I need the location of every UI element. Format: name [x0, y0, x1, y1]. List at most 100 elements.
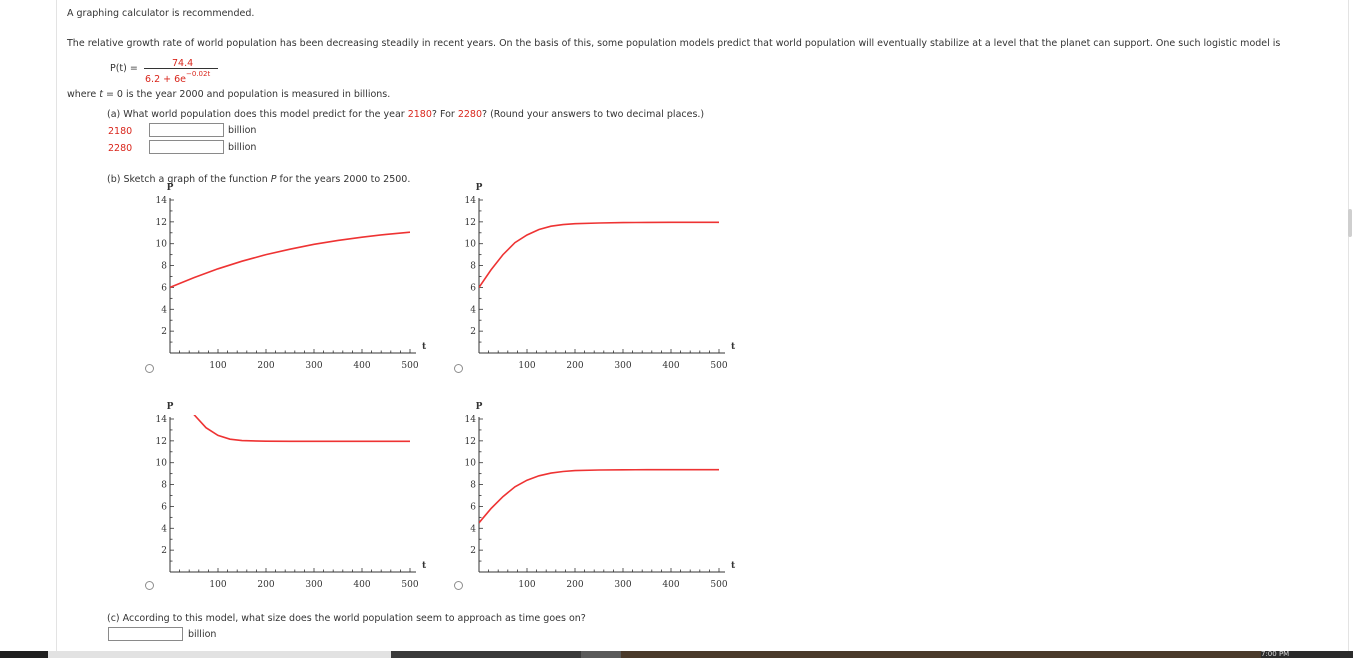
part-a-q3: ? (Round your answers to two decimal pla…: [482, 109, 705, 120]
formula-denominator: 6.2 + 6e−0.02t: [145, 70, 210, 86]
part-a-year2: 2280: [457, 109, 483, 120]
y-tick-label: 12: [465, 218, 476, 228]
formula-lhs: P(t) =: [110, 63, 138, 74]
x-axis-title: t: [422, 342, 427, 352]
x-tick-label: 500: [401, 361, 418, 371]
part-a-year1: 2180: [407, 109, 432, 120]
part-b-var: P: [270, 174, 277, 185]
taskbar-app-2[interactable]: [581, 651, 621, 658]
where-text: where t = 0 is the year 2000 and populat…: [67, 89, 390, 100]
x-axis-title: t: [731, 561, 736, 571]
y-tick-label: 8: [470, 262, 476, 272]
y-tick-label: 4: [470, 524, 476, 534]
radio-option-top-left[interactable]: [145, 364, 154, 373]
y-tick-label: 2: [470, 327, 476, 337]
graph-option-top-right: 100 200 300 400 500 2 4 6 8 10 12 14 Pt: [465, 183, 736, 371]
radio-option-top-right[interactable]: [454, 364, 463, 373]
unit-2280: billion: [228, 142, 257, 153]
y-tick-label: 12: [156, 218, 167, 228]
y-tick-label: 8: [470, 481, 476, 491]
row-2280-label: 2280: [108, 143, 133, 154]
fraction-bar: [144, 68, 218, 69]
radio-option-bottom-right[interactable]: [454, 581, 463, 590]
graph-option-bottom-left: 100 200 300 400 500 2 4 6 8 10 12 14 Pt: [156, 402, 427, 590]
where-prefix: where: [67, 89, 100, 100]
y-tick-label: 4: [161, 524, 167, 534]
taskbar-clock: 7:00 PM: [1261, 651, 1353, 658]
y-tick-label: 10: [156, 459, 168, 469]
y-tick-label: 2: [161, 327, 167, 337]
taskbar-start-area[interactable]: [0, 651, 48, 658]
intro-text: A graphing calculator is recommended.: [67, 8, 255, 19]
x-tick-label: 200: [566, 361, 583, 371]
y-tick-label: 4: [470, 305, 476, 315]
taskbar-search[interactable]: [48, 651, 391, 658]
part-b-question: (b) Sketch a graph of the function P for…: [107, 174, 410, 185]
graph-option-top-left: 100 200 300 400 500 2 4 6 8 10 12 14 Pt: [156, 183, 427, 371]
y-tick-label: 4: [161, 305, 167, 315]
row-2180-label: 2180: [108, 126, 133, 137]
y-axis-title: P: [167, 402, 174, 412]
y-tick-label: 14: [465, 415, 477, 425]
taskbar-apps: [621, 651, 1261, 658]
x-tick-label: 400: [662, 580, 679, 590]
y-tick-label: 14: [465, 196, 477, 206]
curve-series: [170, 231, 410, 289]
y-tick-label: 10: [465, 240, 477, 250]
x-tick-label: 100: [518, 361, 535, 371]
part-a-q1: (a) What world population does this mode…: [107, 109, 408, 120]
x-axis-title: t: [731, 342, 736, 352]
x-tick-label: 500: [401, 580, 418, 590]
y-tick-label: 2: [470, 546, 476, 556]
y-axis-title: P: [476, 402, 483, 412]
y-tick-label: 12: [465, 437, 476, 447]
x-tick-label: 100: [209, 361, 226, 371]
scrollbar-thumb[interactable]: [1348, 209, 1352, 237]
problem-text: The relative growth rate of world popula…: [67, 38, 1281, 49]
part-c-question: (c) According to this model, what size d…: [107, 613, 586, 624]
formula-den-prefix: 6.2 + 6e: [145, 74, 186, 86]
curve-series: [193, 415, 410, 443]
y-tick-label: 6: [161, 502, 167, 512]
y-tick-label: 8: [161, 262, 167, 272]
x-tick-label: 300: [614, 580, 631, 590]
where-suffix: = 0 is the year 2000 and population is m…: [102, 89, 391, 100]
x-tick-label: 300: [614, 361, 631, 371]
x-tick-label: 200: [257, 580, 274, 590]
x-tick-label: 100: [518, 580, 535, 590]
y-tick-label: 14: [156, 196, 168, 206]
x-tick-label: 100: [209, 580, 226, 590]
part-a-question: (a) What world population does this mode…: [107, 109, 704, 120]
y-axis-title: P: [167, 183, 174, 193]
answer-2180-input[interactable]: [149, 123, 224, 137]
y-tick-label: 6: [470, 283, 476, 293]
x-tick-label: 400: [353, 580, 370, 590]
curve-series: [479, 468, 719, 524]
radio-option-bottom-left[interactable]: [145, 581, 154, 590]
where-var: t: [99, 89, 103, 100]
y-tick-label: 2: [161, 546, 167, 556]
y-tick-label: 8: [161, 481, 167, 491]
x-tick-label: 200: [257, 361, 274, 371]
x-axis-title: t: [422, 561, 427, 571]
formula-numerator: 74.4: [172, 58, 194, 69]
y-tick-label: 6: [161, 283, 167, 293]
answer-2280-input[interactable]: [149, 140, 224, 154]
part-b-suffix: for the years 2000 to 2500.: [276, 174, 411, 185]
y-tick-label: 10: [465, 459, 477, 469]
y-axis-title: P: [476, 183, 483, 193]
y-tick-label: 10: [156, 240, 168, 250]
x-tick-label: 300: [305, 580, 322, 590]
x-tick-label: 400: [353, 361, 370, 371]
taskbar-app-1[interactable]: [391, 651, 581, 658]
x-tick-label: 200: [566, 580, 583, 590]
x-tick-label: 400: [662, 361, 679, 371]
question-frame: [56, 0, 1349, 652]
curve-series: [479, 221, 719, 288]
taskbar: 7:00 PM: [0, 651, 1353, 658]
answer-limit-input[interactable]: [108, 627, 183, 641]
part-a-q2: ? For: [431, 109, 458, 120]
graph-option-bottom-right: 100 200 300 400 500 2 4 6 8 10 12 14 Pt: [465, 402, 736, 590]
x-tick-label: 500: [710, 361, 727, 371]
y-tick-label: 14: [156, 415, 168, 425]
